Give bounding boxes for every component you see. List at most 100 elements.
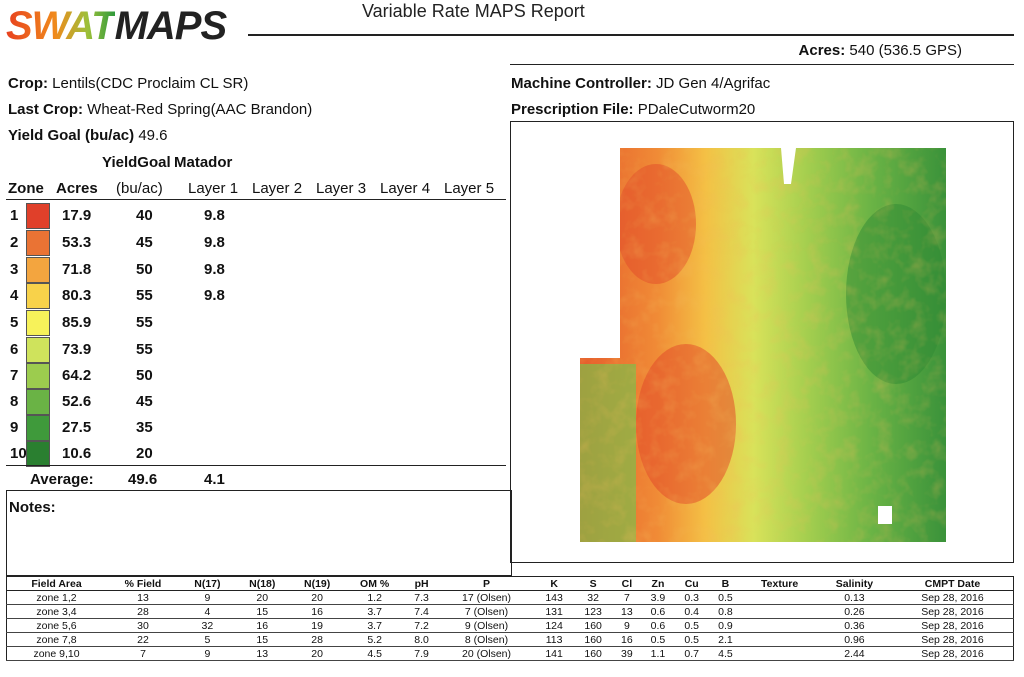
bu-ac-header: (bu/ac) xyxy=(116,180,163,197)
zone-row: 1 17.9 40 9.8 xyxy=(6,203,506,229)
notes-label: Notes: xyxy=(9,499,56,516)
table-cell: 28 xyxy=(106,604,180,619)
soil-table-body: zone 1,2 13 9 20 20 1.2 7.3 17 (Olsen) 143 32 7 3.9… xyxy=(6,590,1014,661)
soil-test-table: Field Area % Field N(17) N(18) N(19) OM … xyxy=(6,576,1014,661)
zone-swatch xyxy=(26,337,50,363)
zone-acres: 10.6 xyxy=(62,445,92,462)
zone-acres: 71.8 xyxy=(62,261,92,278)
col-s: S xyxy=(573,576,613,591)
average-layer1: 4.1 xyxy=(204,471,225,488)
zone-swatch xyxy=(26,363,50,389)
col-b: B xyxy=(708,576,743,591)
logo-swat-text: SWAT xyxy=(6,4,116,48)
table-cell: 2.44 xyxy=(816,646,892,661)
zone-goal: 50 xyxy=(136,367,153,384)
table-cell: 9 (Olsen) xyxy=(438,618,535,633)
table-cell: 4.5 xyxy=(708,646,743,661)
table-cell: 7 xyxy=(106,646,180,661)
prescription-value: PDaleCutworm20 xyxy=(637,101,756,118)
table-cell: 0.8 xyxy=(708,604,743,619)
zone-acres: 73.9 xyxy=(62,341,92,358)
table-cell: 0.5 xyxy=(641,632,675,647)
table-cell: 16 xyxy=(612,632,642,647)
table-cell: 4.5 xyxy=(344,646,405,661)
table-cell: 0.96 xyxy=(816,632,892,647)
table-cell: 0.9 xyxy=(708,618,743,633)
layer3-header: Layer 3 xyxy=(316,180,367,197)
zone-number: 3 xyxy=(10,261,19,278)
yield-goal-info: Yield Goal (bu/ac) 49.6 xyxy=(8,127,168,144)
table-cell: 9 xyxy=(179,590,235,605)
zone-acres: 27.5 xyxy=(62,419,92,436)
layer4-header: Layer 4 xyxy=(380,180,431,197)
zone-layer1: 9.8 xyxy=(204,261,225,278)
field-exclusion xyxy=(878,506,892,524)
acres-label: Acres: xyxy=(798,42,846,59)
table-cell: 5 xyxy=(179,632,235,647)
table-cell: 22 xyxy=(106,632,180,647)
zone-number: 10 xyxy=(10,445,27,462)
zone-acres: 80.3 xyxy=(62,287,92,304)
machine-value: JD Gen 4/Agrifac xyxy=(656,75,771,92)
table-cell: 3.7 xyxy=(344,604,405,619)
table-cell: zone 3,4 xyxy=(6,604,107,619)
acres-value: 540 (536.5 GPS) xyxy=(849,42,962,59)
table-cell xyxy=(742,618,817,633)
table-cell xyxy=(742,604,817,619)
soil-table-header: Field Area % Field N(17) N(18) N(19) OM … xyxy=(6,576,1014,591)
report-title: Variable Rate MAPS Report xyxy=(362,1,585,21)
col-n18: N(18) xyxy=(234,576,290,591)
table-cell: 1.2 xyxy=(344,590,405,605)
zone-layer1: 9.8 xyxy=(204,287,225,304)
swatmaps-logo: SWATMAPS xyxy=(6,2,227,50)
zone-row: 4 80.3 55 9.8 xyxy=(6,283,506,309)
zone-acres: 52.6 xyxy=(62,393,92,410)
zone-goal: 40 xyxy=(136,207,153,224)
zone-number: 1 xyxy=(10,207,19,224)
table-cell: Sep 28, 2016 xyxy=(891,590,1014,605)
table-cell: 8 (Olsen) xyxy=(438,632,535,647)
col-pct-field: % Field xyxy=(106,576,180,591)
table-row: zone 1,2 13 9 20 20 1.2 7.3 17 (Olsen) 143 32 7 3.9… xyxy=(6,590,1014,605)
zone-layer1: 9.8 xyxy=(204,234,225,251)
table-cell xyxy=(742,590,817,605)
table-cell: Sep 28, 2016 xyxy=(891,604,1014,619)
table-cell: 15 xyxy=(234,604,290,619)
prescription-zone-map xyxy=(580,148,946,542)
zone-acres: 53.3 xyxy=(62,234,92,251)
col-field-area: Field Area xyxy=(6,576,107,591)
yield-goal-label: Yield Goal (bu/ac) xyxy=(8,127,135,144)
table-cell: Sep 28, 2016 xyxy=(891,632,1014,647)
table-cell: 3.7 xyxy=(344,618,405,633)
crop-info: Crop: Lentils(CDC Proclaim CL SR) xyxy=(8,75,248,92)
machine-label: Machine Controller: xyxy=(511,75,652,92)
table-cell: 13 xyxy=(234,646,290,661)
zone-number: 9 xyxy=(10,419,19,436)
table-cell xyxy=(742,632,817,647)
zone-row: 2 53.3 45 9.8 xyxy=(6,230,506,256)
table-cell: zone 7,8 xyxy=(6,632,107,647)
layer2-header: Layer 2 xyxy=(252,180,303,197)
zone-row: 9 27.5 35 xyxy=(6,415,506,441)
table-cell: 131 xyxy=(534,604,574,619)
zone-header: Zone xyxy=(8,180,44,197)
table-cell: 0.5 xyxy=(674,618,709,633)
table-cell: 123 xyxy=(573,604,613,619)
acres-header: Acres xyxy=(56,180,98,197)
layer5-header: Layer 5 xyxy=(444,180,495,197)
table-cell: 30 xyxy=(106,618,180,633)
table-cell: 39 xyxy=(612,646,642,661)
zone-swatch xyxy=(26,203,50,229)
table-cell: 143 xyxy=(534,590,574,605)
zone-number: 6 xyxy=(10,341,19,358)
zone-layer1: 9.8 xyxy=(204,207,225,224)
table-row: zone 9,10 7 9 13 20 4.5 7.9 20 (Olsen) 141 160 39 1… xyxy=(6,646,1014,661)
matador-header: Matador xyxy=(174,154,233,171)
last-crop-label: Last Crop: xyxy=(8,101,83,118)
table-cell: 0.4 xyxy=(674,604,709,619)
last-crop-value: Wheat-Red Spring(AAC Brandon) xyxy=(87,101,313,118)
zone-row: 3 71.8 50 9.8 xyxy=(6,257,506,283)
table-cell: 160 xyxy=(573,632,613,647)
table-cell: 0.6 xyxy=(641,604,675,619)
table-cell: 32 xyxy=(179,618,235,633)
